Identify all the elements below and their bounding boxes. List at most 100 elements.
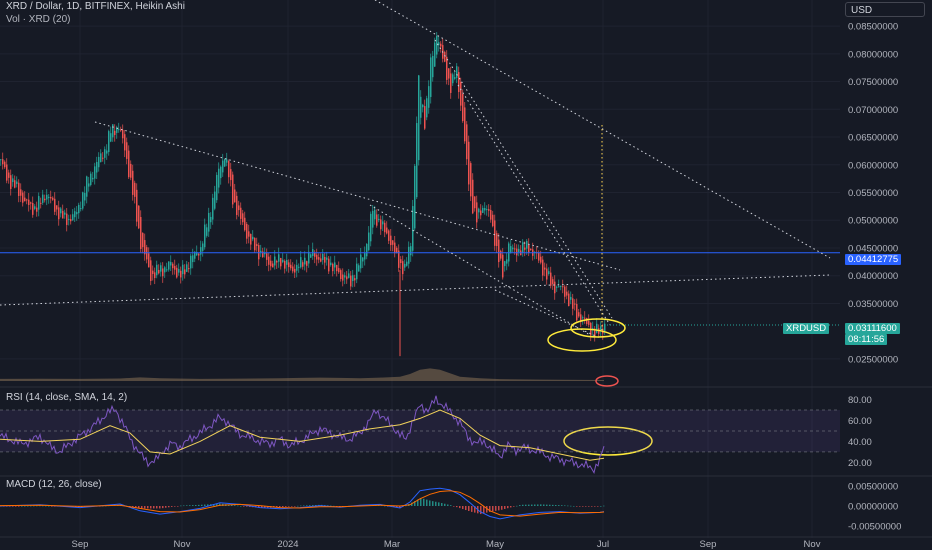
- candle-body: [514, 248, 516, 250]
- candle-body: [60, 208, 62, 214]
- candle-body: [570, 296, 572, 300]
- candle-body: [6, 164, 8, 181]
- candle-body: [180, 270, 182, 278]
- candle-body: [140, 217, 142, 249]
- candle-body: [542, 259, 544, 276]
- candle-body: [238, 205, 240, 211]
- macd-histogram-bar: [585, 506, 587, 507]
- candle-body: [460, 82, 462, 106]
- macd-histogram-bar: [414, 501, 416, 506]
- candle-body: [28, 199, 30, 206]
- symbol-legend: XRD / Dollar, 1D, BITFINEX, Heikin Ashi: [6, 1, 185, 12]
- candle-body: [10, 175, 12, 189]
- candle-body: [302, 262, 304, 267]
- candle-body: [580, 314, 582, 322]
- macd-histogram-bar: [27, 505, 29, 507]
- macd-histogram-bar: [264, 506, 266, 508]
- symbol-tag: XRDUSD: [783, 323, 830, 334]
- candle-body: [282, 259, 284, 263]
- candle-body: [466, 124, 468, 160]
- candle-body: [384, 222, 386, 233]
- macd-histogram-bar: [582, 506, 584, 507]
- candle-body: [344, 275, 346, 278]
- macd-histogram-bar: [399, 506, 401, 508]
- candle-body: [306, 261, 308, 266]
- candle-body: [440, 43, 442, 47]
- macd-histogram-bar: [537, 504, 539, 506]
- macd-histogram-bar: [528, 504, 530, 506]
- macd-histogram-bar: [162, 506, 164, 509]
- macd-histogram-bar: [330, 505, 332, 507]
- candle-body: [328, 258, 330, 272]
- candle-body: [426, 98, 428, 118]
- macd-histogram-bar: [276, 506, 278, 508]
- candle-body: [490, 209, 492, 220]
- candle-body: [424, 106, 426, 129]
- macd-histogram-bar: [150, 506, 152, 509]
- candle-body: [116, 127, 118, 133]
- macd-histogram-bar: [159, 506, 161, 509]
- macd-histogram-bar: [33, 505, 35, 507]
- candle-body: [248, 231, 250, 237]
- macd-histogram-bar: [426, 499, 428, 506]
- candle-body: [478, 208, 480, 213]
- macd-histogram-bar: [543, 504, 545, 506]
- candle-body: [98, 156, 100, 168]
- candle-body: [468, 141, 470, 185]
- candle-body: [292, 266, 294, 272]
- macd-histogram-bar: [246, 506, 248, 507]
- candle-body: [50, 197, 52, 199]
- candle-body: [266, 253, 268, 260]
- price-axis-tick-label: 0.06000000: [848, 160, 898, 171]
- candle-body: [190, 255, 192, 269]
- candle-body: [14, 180, 16, 188]
- macd-histogram-bar: [600, 506, 602, 507]
- macd-histogram-bar: [594, 506, 596, 507]
- macd-histogram-bar: [507, 506, 509, 509]
- candle-body: [568, 293, 570, 307]
- macd-histogram-bar: [459, 506, 461, 509]
- macd-histogram-bar: [297, 505, 299, 507]
- macd-histogram-bar: [153, 506, 155, 509]
- macd-histogram-bar: [177, 506, 179, 507]
- candle-body: [584, 317, 586, 319]
- candle-body: [12, 178, 14, 183]
- rsi-axis-tick-label: 60.00: [848, 416, 872, 427]
- candle-body: [236, 195, 238, 215]
- candle-body: [488, 209, 490, 211]
- candle-body: [452, 74, 454, 84]
- candle-body: [136, 189, 138, 222]
- candle-body: [422, 104, 424, 108]
- candle-body: [482, 207, 484, 213]
- candle-body: [250, 234, 252, 245]
- macd-histogram-bar: [525, 504, 527, 506]
- candle-body: [592, 328, 594, 330]
- candle-body: [30, 202, 32, 204]
- x-axis-tick-label: Nov: [804, 539, 821, 550]
- candle-body: [322, 253, 324, 261]
- candle-body: [170, 261, 172, 266]
- candle-body: [450, 73, 452, 93]
- macd-histogram-bar: [144, 506, 146, 509]
- macd-histogram-bar: [303, 505, 305, 507]
- price-axis-tick-label: 0.05500000: [848, 188, 898, 199]
- candle-body: [172, 263, 174, 269]
- macd-histogram-bar: [207, 504, 209, 506]
- currency-selector[interactable]: USD: [845, 2, 925, 17]
- candle-body: [368, 232, 370, 251]
- price-axis-tick-label: 0.08000000: [848, 49, 898, 60]
- candle-body: [530, 248, 532, 251]
- macd-histogram-bar: [420, 497, 422, 506]
- macd-histogram-bar: [432, 501, 434, 506]
- candle-body: [524, 247, 526, 250]
- candle-body: [24, 197, 26, 202]
- candle-body: [36, 207, 38, 212]
- price-axis-tick-label: 0.03500000: [848, 299, 898, 310]
- candle-body: [90, 173, 92, 185]
- candle-body: [162, 268, 164, 277]
- macd-histogram-bar: [291, 506, 293, 507]
- candle-body: [18, 182, 20, 196]
- volume-area: [0, 368, 604, 381]
- candle-body: [274, 256, 276, 266]
